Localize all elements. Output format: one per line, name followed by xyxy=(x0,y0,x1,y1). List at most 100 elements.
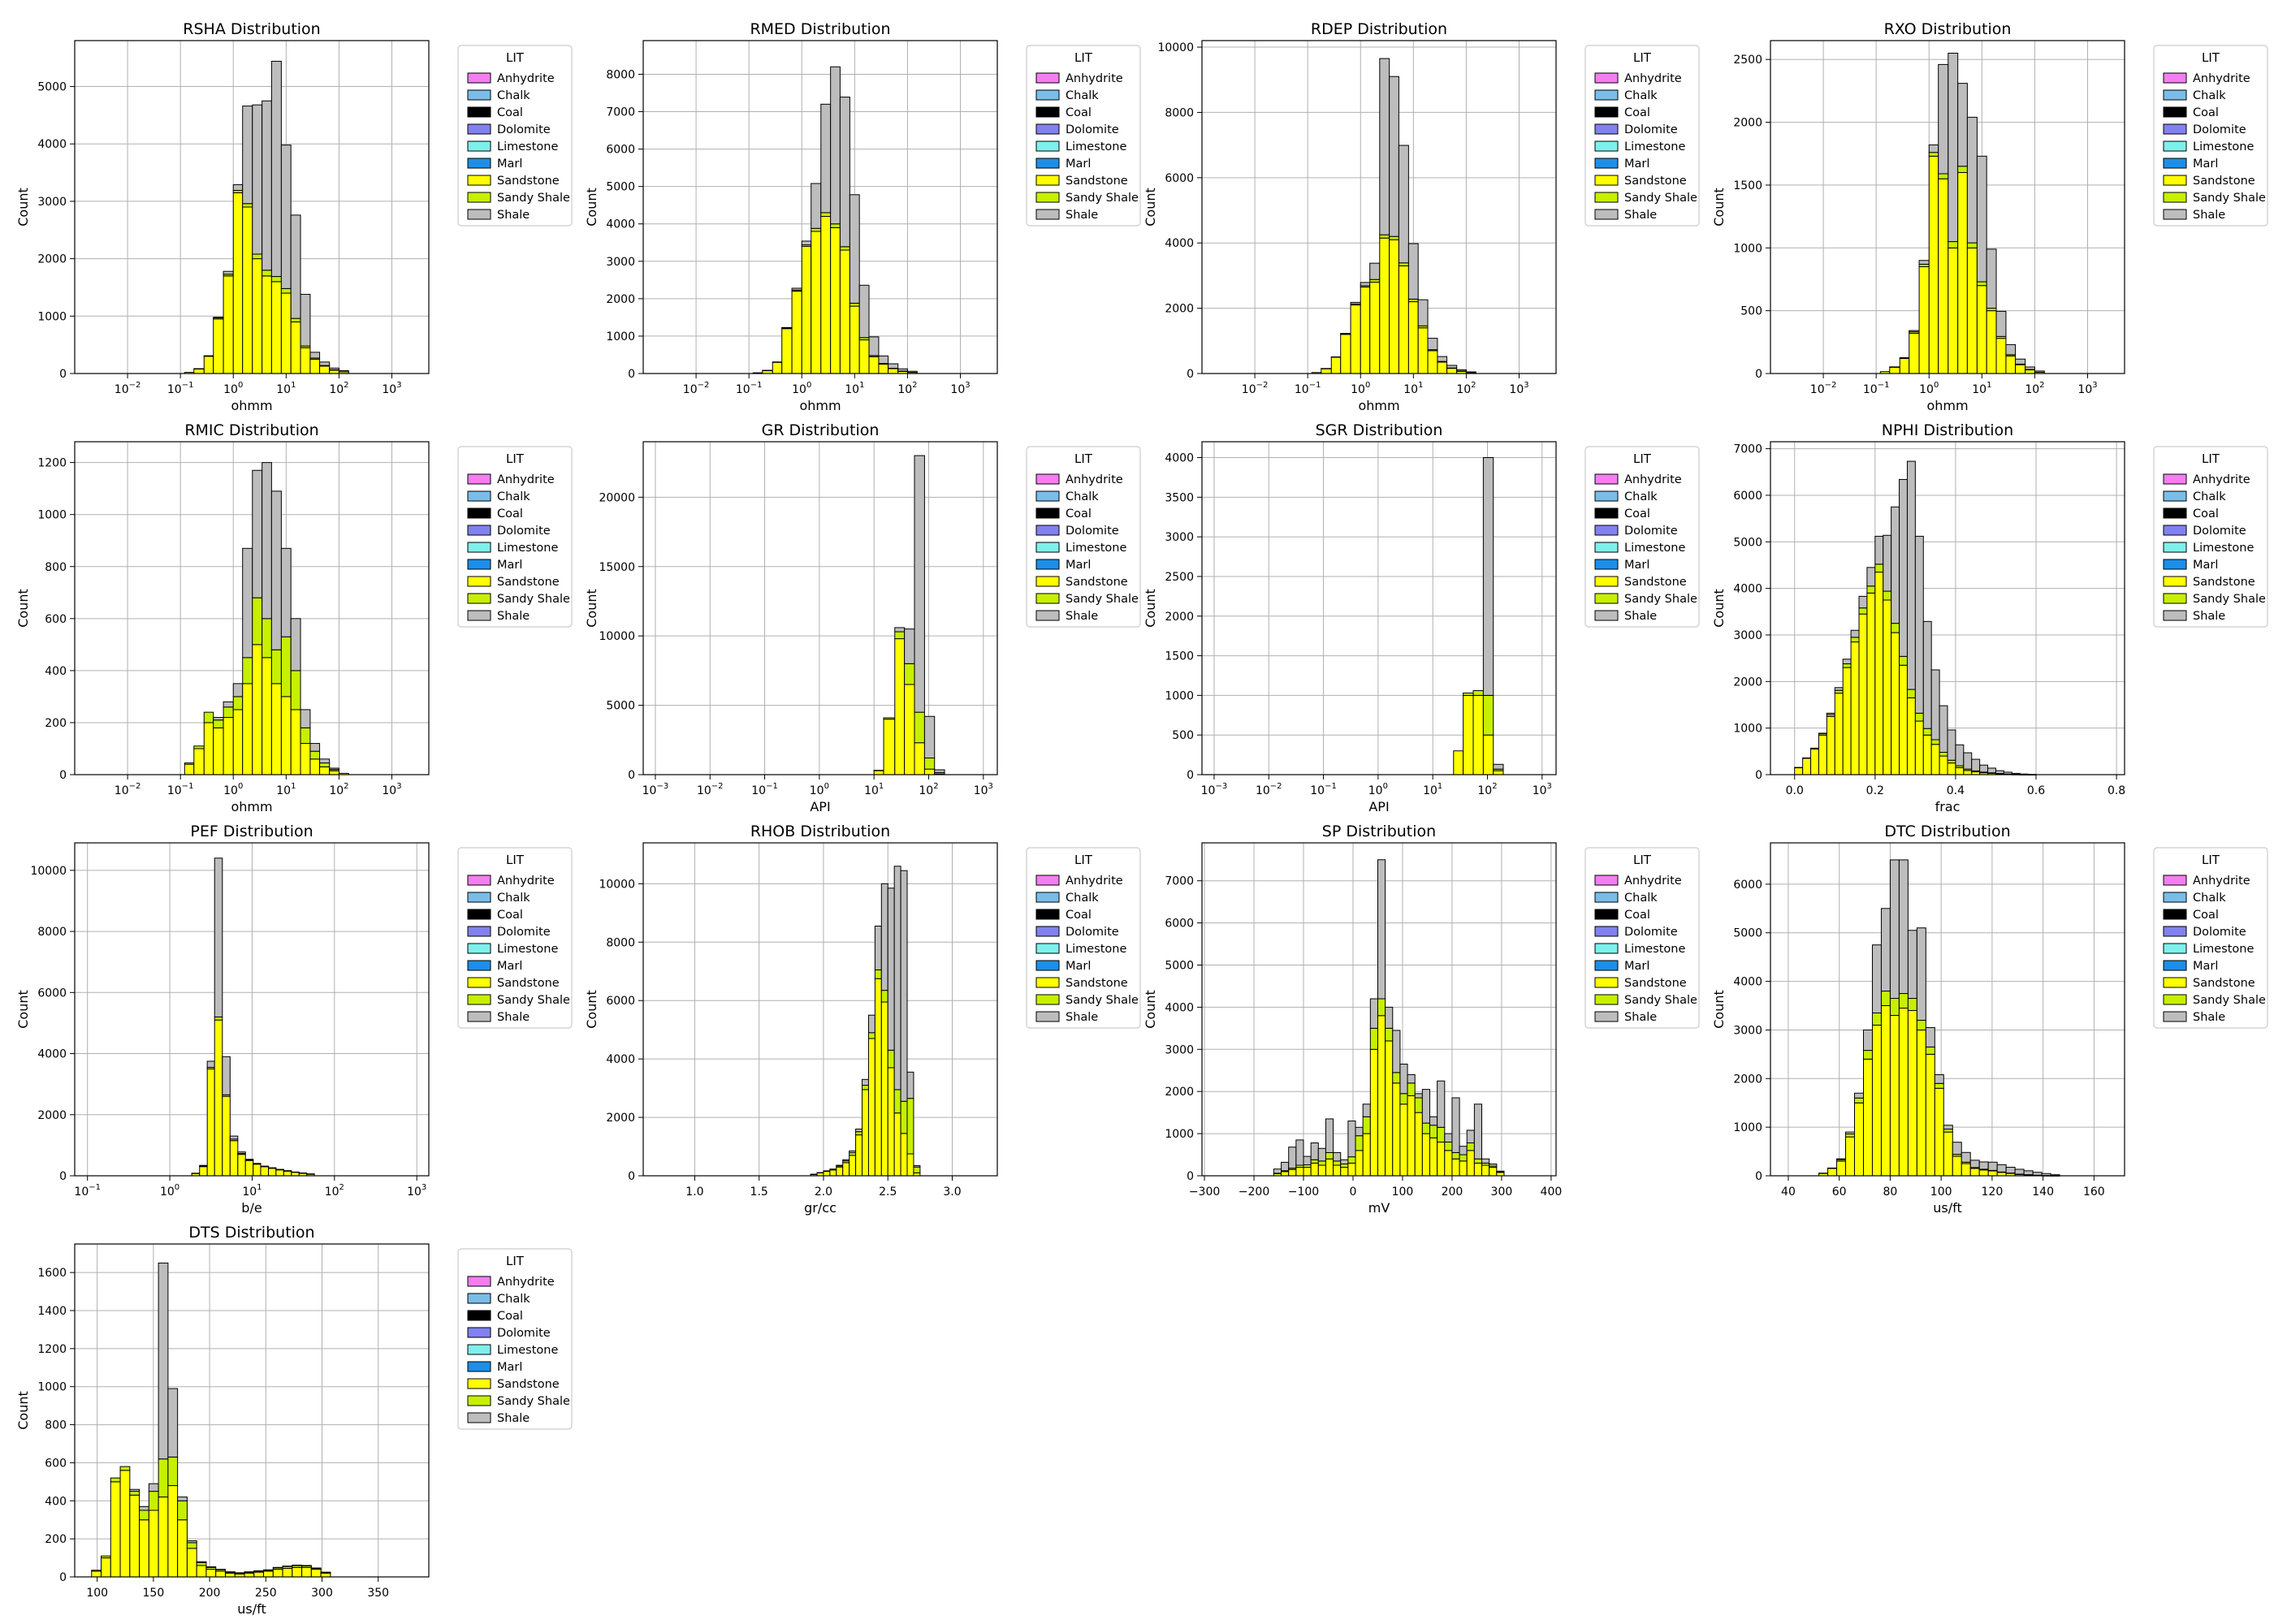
bar-sandstone xyxy=(1976,285,1987,374)
bar-shale xyxy=(1407,243,1419,300)
rsha-distribution-panel: 10−2 10−1 100 101 102 103 0 1000 2000 3000 4000 500… xyxy=(15,20,573,413)
x-tick-label: 10−2 xyxy=(1810,381,1837,396)
legend-swatch-chalk xyxy=(467,490,491,502)
bar-shale xyxy=(868,336,880,356)
legend-label-dolomite: Dolomite xyxy=(2193,525,2246,538)
bar-sandstone xyxy=(1866,592,1876,775)
legend-title: LIT xyxy=(506,451,525,466)
bar-shale xyxy=(1369,998,1378,1029)
bar-sandstone xyxy=(1437,1141,1446,1177)
bar-shale xyxy=(1909,330,1920,333)
bar-sandy-shale xyxy=(280,287,292,294)
bar-sandy-shale xyxy=(900,1100,908,1134)
y-tick-label: 10000 xyxy=(30,865,67,878)
legend-label-shale: Shale xyxy=(2193,1011,2225,1024)
bar-sandstone xyxy=(801,245,812,374)
bars xyxy=(1879,52,2045,374)
bar-sandstone xyxy=(222,1095,231,1177)
bar-sandstone xyxy=(1407,301,1419,374)
y-tick-label: 0 xyxy=(1755,368,1762,381)
x-tick-label: 10−1 xyxy=(1863,381,1890,396)
y-tick-label: 0 xyxy=(1187,368,1194,381)
bar-shale xyxy=(880,883,888,991)
legend-swatch-marl xyxy=(2163,960,2187,971)
x-tick-label: 100 xyxy=(1351,381,1370,396)
bar-sandstone xyxy=(186,1548,197,1578)
legend-title: LIT xyxy=(2202,451,2220,466)
bar-sandstone xyxy=(280,292,292,374)
y-tick-label: 0 xyxy=(628,368,635,381)
y-tick-label: 1000 xyxy=(1165,1128,1194,1141)
axes-frame xyxy=(74,40,430,374)
y-tick-label: 2000 xyxy=(37,253,67,266)
legend: LIT Anhydrite Chalk Coal Dolomite Limestone Ma… xyxy=(457,1248,573,1430)
bar-shale xyxy=(199,1164,208,1167)
bar-shale xyxy=(1451,1097,1460,1153)
bar-sandstone xyxy=(1489,1167,1498,1177)
bar-sandy-shale xyxy=(177,1500,188,1521)
x-axis-label: API xyxy=(810,799,830,814)
axes-frame xyxy=(1201,40,1557,374)
bar-shale xyxy=(1836,1158,1847,1160)
legend-label-dolomite: Dolomite xyxy=(497,1327,551,1340)
bar-sandy-shale xyxy=(214,1016,223,1021)
bar-sandstone xyxy=(290,709,301,775)
legend-label-anhydrite: Anhydrite xyxy=(1624,875,1682,888)
x-tick-label: 1.0 xyxy=(685,1186,703,1199)
bar-shale xyxy=(862,1078,869,1086)
bar-sandy-shale xyxy=(1922,728,1932,736)
legend-label-chalk: Chalk xyxy=(1624,490,1658,503)
bar-sandstone xyxy=(1453,750,1464,775)
legend-swatch-anhydrite xyxy=(1035,875,1060,886)
bar-shale xyxy=(319,361,331,366)
legend-label-coal: Coal xyxy=(1624,508,1650,520)
legend-label-anhydrite: Anhydrite xyxy=(497,875,555,888)
legend-swatch-anhydrite xyxy=(2163,875,2187,886)
bar-sandy-shale xyxy=(223,706,234,719)
y-tick-label: 200 xyxy=(45,717,67,730)
legend-label-coal: Coal xyxy=(497,1310,523,1323)
bar-sandy-shale xyxy=(242,203,253,208)
legend-swatch-dolomite xyxy=(2163,123,2187,135)
legend-swatch-shale xyxy=(1035,610,1060,621)
bar-shale xyxy=(272,1566,283,1569)
bar-sandstone xyxy=(1794,767,1804,775)
bar-sandy-shale xyxy=(203,711,214,723)
y-tick-label: 0 xyxy=(59,368,67,381)
y-tick-label: 600 xyxy=(45,1457,67,1470)
legend-label-anhydrite: Anhydrite xyxy=(1066,72,1123,85)
x-tick-label: 101 xyxy=(276,381,296,396)
y-tick-label: 3500 xyxy=(1165,491,1194,504)
legend-swatch-sandstone xyxy=(467,175,491,186)
bar-shale xyxy=(1340,333,1351,335)
bar-sandstone xyxy=(1836,1160,1847,1177)
legend-swatch-marl xyxy=(467,559,491,570)
y-tick-label: 7000 xyxy=(1165,875,1194,888)
bar-sandy-shale xyxy=(158,1458,169,1498)
y-tick-label: 5000 xyxy=(37,81,67,94)
legend-label-limestone: Limestone xyxy=(1066,140,1126,153)
legend-swatch-shale xyxy=(2163,610,2187,621)
legend-label-chalk: Chalk xyxy=(1624,892,1658,905)
y-tick-label: 1000 xyxy=(1733,723,1762,736)
legend-swatch-limestone xyxy=(2163,542,2187,553)
legend-swatch-shale xyxy=(1594,209,1619,220)
bar-sandstone xyxy=(148,1510,159,1578)
bar-sandy-shale xyxy=(820,212,832,218)
bar-sandstone xyxy=(1986,310,1997,374)
legend-label-coal: Coal xyxy=(2193,508,2219,520)
y-tick-label: 400 xyxy=(45,1495,67,1508)
legend-swatch-limestone xyxy=(1594,542,1619,553)
x-axis-label: mV xyxy=(1368,1200,1390,1216)
bar-shale xyxy=(1986,248,1997,309)
y-tick-label: 5000 xyxy=(1733,927,1762,940)
axes-frame xyxy=(642,842,998,1177)
legend-swatch-limestone xyxy=(1035,943,1060,954)
bar-shale xyxy=(1317,1147,1326,1162)
bar-sandstone xyxy=(196,1565,207,1578)
bar-shale xyxy=(1948,52,1959,243)
legend-label-dolomite: Dolomite xyxy=(2193,926,2246,939)
legend-swatch-limestone xyxy=(1035,140,1060,152)
y-tick-label: 1000 xyxy=(606,330,635,343)
